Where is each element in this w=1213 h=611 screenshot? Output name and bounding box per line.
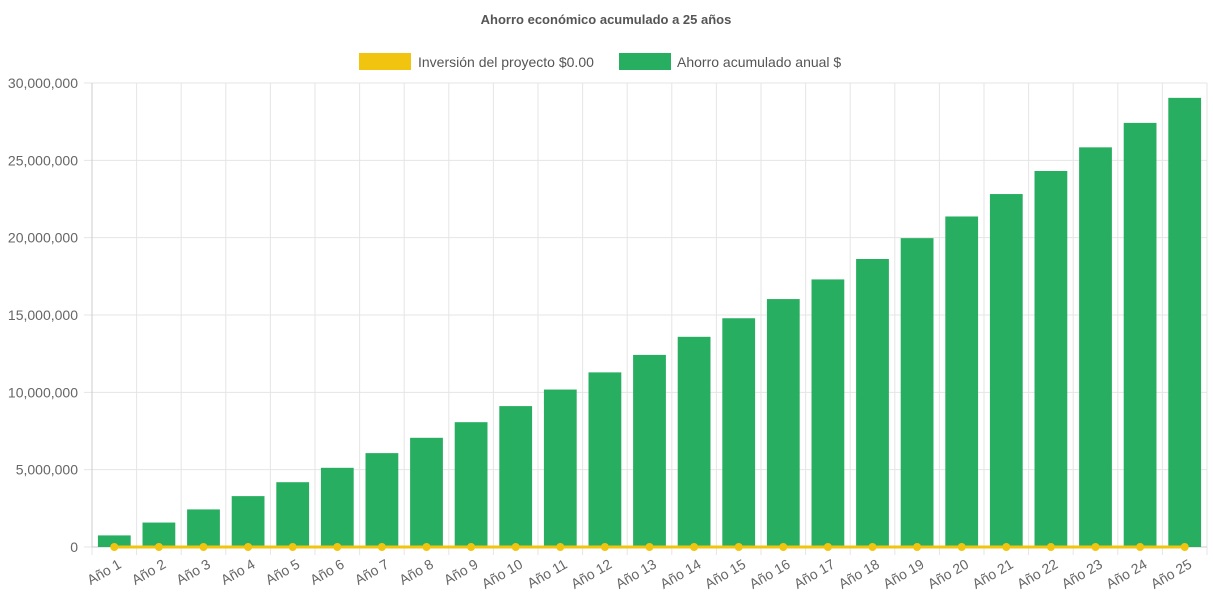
y-tick-label: 10,000,000: [8, 384, 78, 400]
bar-año-8[interactable]: [410, 437, 443, 547]
investment-point[interactable]: [110, 543, 119, 551]
bar-series: [97, 97, 1202, 548]
x-tick-label: Año 12: [568, 556, 615, 592]
chart-title: Ahorro económico acumulado a 25 años: [481, 12, 732, 27]
y-tick-label: 15,000,000: [8, 307, 78, 323]
investment-point[interactable]: [511, 543, 520, 551]
bar-año-13[interactable]: [633, 354, 666, 547]
bar-año-11[interactable]: [543, 389, 577, 547]
x-tick-label: Año 16: [746, 556, 793, 592]
investment-point[interactable]: [333, 543, 342, 551]
bar-año-2[interactable]: [142, 522, 176, 547]
investment-point[interactable]: [556, 543, 565, 551]
bar-año-22[interactable]: [1034, 171, 1068, 547]
bar-año-15[interactable]: [722, 318, 756, 547]
x-tick-label: Año 23: [1059, 556, 1106, 592]
investment-point[interactable]: [823, 543, 832, 551]
y-tick-label: 30,000,000: [8, 75, 78, 91]
x-tick-label: Año 21: [969, 556, 1016, 592]
legend: Inversión del proyecto $0.00 Ahorro acum…: [359, 53, 841, 70]
investment-point[interactable]: [154, 543, 163, 551]
bar-año-9[interactable]: [454, 422, 488, 547]
bar-año-18[interactable]: [856, 259, 889, 547]
bar-año-25[interactable]: [1168, 97, 1202, 548]
bar-año-24[interactable]: [1123, 122, 1157, 548]
line-series: [110, 543, 1189, 551]
investment-point[interactable]: [377, 543, 386, 551]
x-tick-label: Año 24: [1103, 556, 1150, 592]
investment-point[interactable]: [1180, 543, 1189, 551]
x-tick-label: Año 5: [263, 556, 303, 588]
y-tick-label: 0: [70, 539, 78, 555]
investment-point[interactable]: [868, 543, 877, 551]
investment-point[interactable]: [779, 543, 788, 551]
bar-año-19[interactable]: [900, 238, 934, 547]
investment-point[interactable]: [957, 543, 966, 551]
bar-año-1[interactable]: [97, 535, 131, 547]
legend-swatch-investment[interactable]: [359, 53, 411, 70]
x-tick-label: Año 11: [524, 556, 570, 592]
bar-año-21[interactable]: [989, 194, 1023, 547]
bar-año-12[interactable]: [588, 372, 622, 547]
x-tick-label: Año 10: [479, 556, 526, 592]
x-tick-label: Año 8: [396, 556, 436, 588]
y-tick-label: 5,000,000: [16, 462, 78, 478]
investment-point[interactable]: [244, 543, 253, 551]
bar-año-16[interactable]: [766, 299, 800, 547]
bar-año-14[interactable]: [677, 336, 711, 547]
investment-point[interactable]: [690, 543, 699, 551]
x-tick-label: Año 15: [702, 556, 749, 592]
investment-point[interactable]: [1091, 543, 1100, 551]
investment-point[interactable]: [645, 543, 654, 551]
investment-point[interactable]: [1136, 543, 1145, 551]
x-tick-label: Año 1: [84, 556, 124, 588]
x-tick-label: Año 3: [173, 556, 213, 588]
investment-point[interactable]: [422, 543, 431, 551]
x-tick-label: Año 2: [129, 556, 169, 588]
grid: [84, 82, 1208, 555]
investment-point[interactable]: [734, 543, 743, 551]
x-tick-label: Año 22: [1014, 556, 1061, 592]
x-tick-label: Año 25: [1148, 556, 1195, 592]
bar-año-4[interactable]: [231, 496, 265, 547]
investment-point[interactable]: [600, 543, 609, 551]
bar-año-6[interactable]: [320, 467, 354, 547]
legend-swatch-savings[interactable]: [619, 53, 671, 70]
investment-point[interactable]: [1002, 543, 1011, 551]
bar-año-10[interactable]: [499, 406, 533, 547]
bar-año-17[interactable]: [811, 279, 845, 547]
x-tick-label: Año 13: [613, 556, 660, 592]
legend-label-savings[interactable]: Ahorro acumulado anual $: [677, 54, 841, 70]
bar-año-23[interactable]: [1079, 147, 1112, 547]
x-tick-label: Año 20: [925, 556, 972, 592]
investment-point[interactable]: [1046, 543, 1055, 551]
bar-año-3[interactable]: [187, 509, 220, 547]
investment-point[interactable]: [199, 543, 208, 551]
bar-año-20[interactable]: [945, 216, 979, 547]
investment-point[interactable]: [467, 543, 476, 551]
x-tick-label: Año 18: [836, 556, 883, 592]
y-axis-tick-labels: 0 5,000,000 10,000,000 15,000,000 20,000,000…: [8, 75, 78, 555]
x-tick-label: Año 17: [791, 556, 838, 592]
x-tick-label: Año 7: [352, 556, 392, 588]
y-tick-label: 20,000,000: [8, 230, 78, 246]
x-tick-label: Año 19: [880, 556, 927, 592]
x-tick-label: Año 6: [307, 556, 347, 588]
bar-año-5[interactable]: [276, 482, 310, 547]
x-tick-label: Año 4: [218, 556, 258, 588]
bar-año-7[interactable]: [365, 453, 399, 547]
x-axis-tick-labels: Año 1 Año 2 Año 3 Año 4 Año 5 Año 6 Año 7 Año 8…: [84, 556, 1194, 592]
y-tick-label: 25,000,000: [8, 152, 78, 168]
x-tick-label: Año 9: [441, 556, 481, 588]
legend-label-investment[interactable]: Inversión del proyecto $0.00: [418, 54, 594, 70]
investment-point[interactable]: [913, 543, 922, 551]
x-tick-label: Año 14: [657, 556, 704, 592]
investment-point[interactable]: [288, 543, 297, 551]
